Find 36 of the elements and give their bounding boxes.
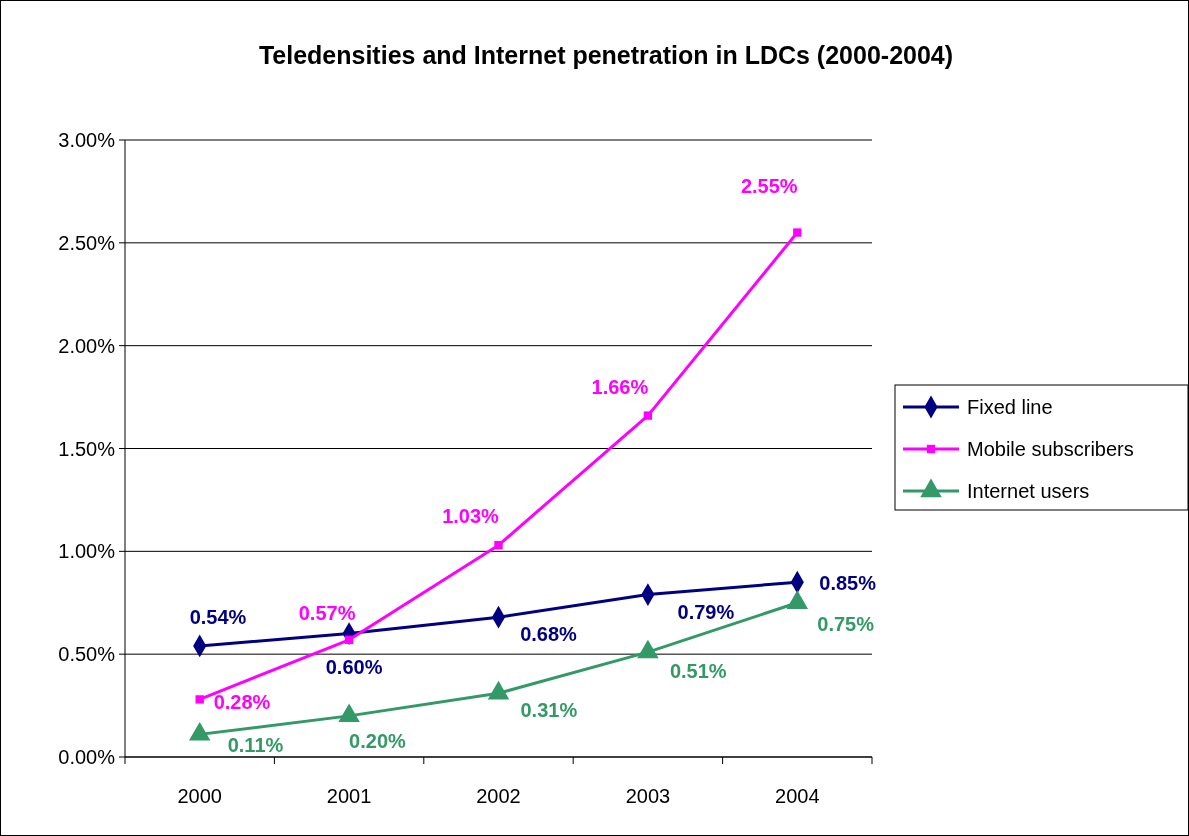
- data-label: 0.20%: [349, 729, 407, 752]
- point: [195, 695, 204, 704]
- legend-label: Fixed line: [967, 396, 1053, 418]
- y-tick-label: 0.50%: [58, 643, 116, 666]
- data-label: 0.57%: [298, 601, 356, 624]
- x-tick-label: 2004: [775, 785, 820, 807]
- data-label: 0.54%: [189, 605, 247, 628]
- data-label: 0.28%: [213, 691, 271, 714]
- y-tick-label: 1.00%: [58, 540, 116, 563]
- data-label: 0.31%: [520, 699, 578, 722]
- data-label: 1.66%: [591, 375, 649, 398]
- y-tick-label: 2.50%: [58, 231, 116, 254]
- x-tick-label: 2003: [625, 785, 671, 807]
- data-label: 0.11%: [227, 734, 284, 757]
- legend-label: Internet users: [967, 480, 1090, 502]
- point: [793, 228, 802, 237]
- y-tick-label: 2.00%: [58, 334, 116, 357]
- data-label: 1.03%: [442, 505, 500, 528]
- data-label: 2.55%: [740, 174, 798, 197]
- data-label: 0.79%: [677, 600, 735, 623]
- data-label: 0.60%: [325, 655, 383, 678]
- point: [494, 540, 503, 550]
- y-tick-label: 1.50%: [58, 437, 116, 460]
- data-label: 0.85%: [819, 572, 877, 595]
- x-tick-label: 2002: [476, 785, 521, 807]
- x-tick-label: 2000: [177, 785, 222, 807]
- y-tick-label: 0.00%: [58, 746, 116, 768]
- point: [643, 411, 653, 420]
- chart-title: Teledensities and Internet penetration in LDCs (2000-2004): [258, 41, 954, 69]
- y-tick-label: 3.00%: [58, 129, 116, 151]
- data-label: 0.51%: [669, 660, 727, 683]
- point: [344, 635, 354, 644]
- legend-label: Mobile subscribers: [967, 438, 1134, 460]
- data-label: 0.68%: [520, 623, 578, 646]
- data-label: 0.75%: [817, 612, 875, 635]
- x-tick-label: 2001: [326, 785, 372, 807]
